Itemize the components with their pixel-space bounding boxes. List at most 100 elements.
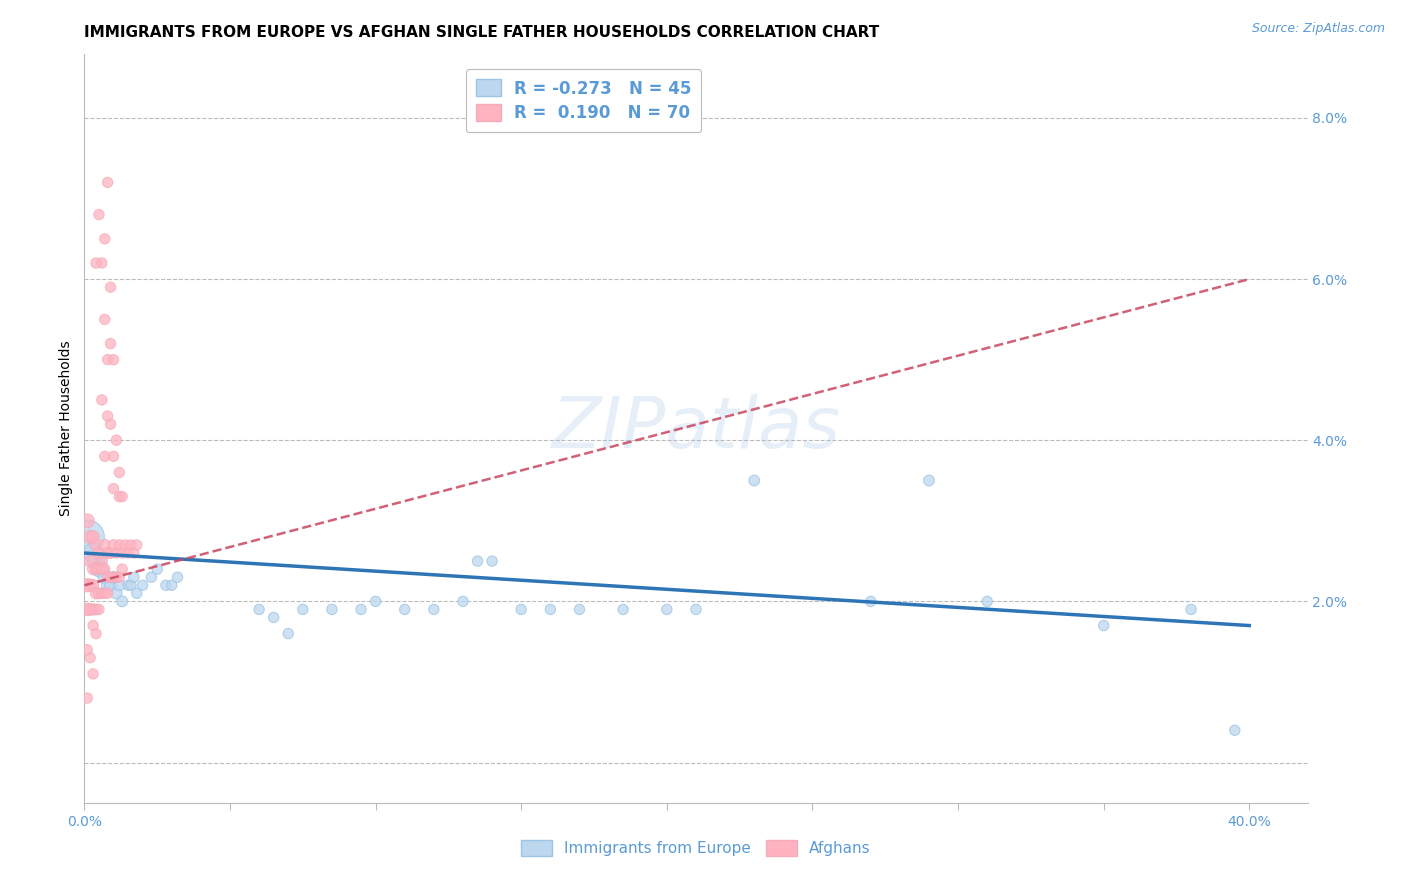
Point — [100, 336, 122, 351]
Point — [93, 232, 115, 246]
Point — [131, 578, 153, 592]
Point — [87, 208, 110, 222]
Point — [93, 450, 115, 464]
Point — [79, 530, 101, 544]
Point — [291, 602, 314, 616]
Point — [97, 570, 120, 584]
Point — [141, 570, 163, 584]
Point — [87, 602, 110, 616]
Point — [120, 578, 142, 592]
Point — [103, 450, 125, 464]
Point — [97, 578, 120, 592]
Point — [103, 570, 125, 584]
Point — [111, 562, 134, 576]
Point — [79, 554, 101, 568]
Point — [87, 586, 110, 600]
Point — [82, 666, 104, 681]
Point — [82, 546, 104, 560]
Point — [108, 490, 131, 504]
Point — [155, 578, 177, 592]
Point — [90, 256, 112, 270]
Point — [90, 562, 112, 576]
Point — [481, 554, 503, 568]
Point — [84, 538, 107, 552]
Point — [100, 578, 122, 592]
Point — [103, 538, 125, 552]
Point — [612, 602, 634, 616]
Point — [97, 352, 120, 367]
Point — [100, 570, 122, 584]
Point — [76, 642, 98, 657]
Point — [90, 586, 112, 600]
Point — [93, 562, 115, 576]
Point — [93, 538, 115, 552]
Point — [84, 562, 107, 576]
Point — [976, 594, 998, 608]
Point — [90, 392, 112, 407]
Point — [87, 562, 110, 576]
Point — [105, 570, 128, 584]
Point — [93, 312, 115, 326]
Point — [918, 474, 941, 488]
Point — [160, 578, 183, 592]
Point — [655, 602, 678, 616]
Point — [103, 352, 125, 367]
Point — [122, 570, 145, 584]
Point — [350, 602, 373, 616]
Point — [82, 602, 104, 616]
Point — [114, 538, 136, 552]
Point — [100, 546, 122, 560]
Point — [103, 570, 125, 584]
Point — [84, 256, 107, 270]
Text: IMMIGRANTS FROM EUROPE VS AFGHAN SINGLE FATHER HOUSEHOLDS CORRELATION CHART: IMMIGRANTS FROM EUROPE VS AFGHAN SINGLE … — [84, 25, 880, 40]
Point — [451, 594, 474, 608]
Point — [79, 602, 101, 616]
Point — [76, 602, 98, 616]
Point — [84, 586, 107, 600]
Point — [568, 602, 591, 616]
Point — [166, 570, 188, 584]
Point — [364, 594, 387, 608]
Point — [100, 280, 122, 294]
Point — [103, 482, 125, 496]
Point — [108, 538, 131, 552]
Point — [108, 466, 131, 480]
Point — [82, 530, 104, 544]
Point — [97, 546, 120, 560]
Point — [82, 578, 104, 592]
Point — [84, 554, 107, 568]
Point — [76, 578, 98, 592]
Point — [120, 538, 142, 552]
Point — [84, 626, 107, 640]
Point — [125, 586, 148, 600]
Text: ZIPatlas: ZIPatlas — [551, 393, 841, 463]
Point — [1092, 618, 1115, 632]
Point — [105, 546, 128, 560]
Point — [105, 434, 128, 448]
Point — [277, 626, 299, 640]
Point — [108, 570, 131, 584]
Point — [111, 594, 134, 608]
Point — [117, 546, 139, 560]
Point — [111, 490, 134, 504]
Point — [76, 530, 98, 544]
Point — [263, 610, 285, 624]
Point — [100, 417, 122, 431]
Point — [93, 586, 115, 600]
Point — [105, 586, 128, 600]
Point — [82, 618, 104, 632]
Point — [510, 602, 533, 616]
Legend: Immigrants from Europe, Afghans: Immigrants from Europe, Afghans — [515, 834, 877, 863]
Point — [76, 514, 98, 528]
Y-axis label: Single Father Households: Single Father Households — [59, 341, 73, 516]
Point — [685, 602, 707, 616]
Point — [97, 409, 120, 423]
Point — [90, 562, 112, 576]
Point — [87, 546, 110, 560]
Point — [76, 691, 98, 706]
Point — [97, 176, 120, 190]
Point — [87, 562, 110, 576]
Text: Source: ZipAtlas.com: Source: ZipAtlas.com — [1251, 22, 1385, 36]
Point — [394, 602, 416, 616]
Point — [122, 546, 145, 560]
